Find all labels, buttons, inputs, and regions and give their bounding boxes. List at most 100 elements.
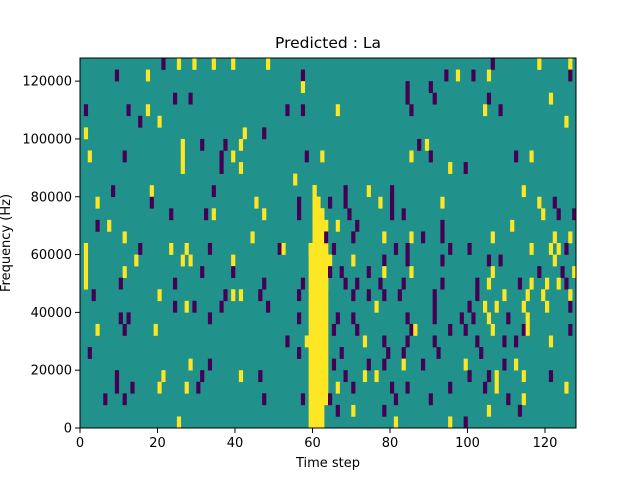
heatmap-cell xyxy=(231,58,236,70)
heatmap-cell xyxy=(304,150,309,163)
heatmap-cell xyxy=(463,323,468,336)
heatmap-cell xyxy=(134,254,139,267)
heatmap-cell xyxy=(103,393,108,406)
heatmap-cell xyxy=(188,358,193,371)
heatmap-cell xyxy=(564,243,569,255)
heatmap-cell xyxy=(184,381,189,394)
heatmap-cell xyxy=(568,323,573,336)
heatmap-cell xyxy=(428,81,433,93)
heatmap-cell xyxy=(397,289,402,302)
heatmap-cell xyxy=(207,358,213,371)
heatmap-cell xyxy=(262,127,267,140)
heatmap-cell xyxy=(382,404,387,417)
heatmap-cell xyxy=(409,104,414,117)
heatmap-cell xyxy=(328,196,333,209)
heatmap-cell xyxy=(180,162,185,174)
heatmap-cell xyxy=(405,243,410,255)
y-tick-label: 100000 xyxy=(22,132,72,147)
heatmap-cell xyxy=(161,370,166,383)
heatmap-cell xyxy=(266,300,271,313)
heatmap-cell xyxy=(432,335,437,348)
heatmap-cell xyxy=(386,347,391,359)
heatmap-cell xyxy=(382,358,387,371)
x-tick-label: 80 xyxy=(382,436,399,451)
heatmap-cell xyxy=(219,300,224,313)
heatmap-cell xyxy=(440,254,445,267)
heatmap-cell xyxy=(537,266,542,278)
heatmap-cell xyxy=(440,231,445,244)
heatmap-cell xyxy=(498,254,503,267)
heatmap-cell xyxy=(324,231,329,244)
heatmap-cell xyxy=(374,370,379,383)
heatmap-cell xyxy=(343,185,348,198)
heatmap-cell xyxy=(231,150,236,163)
heatmap-cell xyxy=(393,243,399,255)
heatmap-cell xyxy=(250,231,255,244)
heatmap-cell xyxy=(300,393,306,406)
heatmap-cell xyxy=(173,92,178,105)
heatmap-cell xyxy=(401,347,406,359)
heatmap-cell xyxy=(545,277,550,290)
heatmap-cell xyxy=(351,289,356,302)
heatmap-cell xyxy=(455,69,461,82)
heatmap-cell xyxy=(192,300,197,313)
heatmap-cell xyxy=(122,231,127,244)
heatmap-cell xyxy=(506,312,511,325)
heatmap-cell xyxy=(118,277,123,290)
x-tick-label: 60 xyxy=(304,436,321,451)
heatmap-cell xyxy=(393,416,399,429)
heatmap-cell xyxy=(572,266,577,278)
heatmap-band-cell xyxy=(312,185,317,429)
heatmap-cell xyxy=(188,92,193,105)
heatmap-cell xyxy=(184,300,189,313)
y-tick-label: 120000 xyxy=(22,75,72,90)
heatmap-cell xyxy=(91,289,96,302)
heatmap-cell xyxy=(448,243,453,255)
heatmap-cell xyxy=(207,312,213,325)
heatmap-cell xyxy=(122,323,127,336)
heatmap-cell xyxy=(483,104,488,117)
heatmap-cell xyxy=(564,277,569,290)
heatmap-cell xyxy=(176,58,182,70)
heatmap-cell xyxy=(351,404,356,417)
heatmap-cell xyxy=(153,323,158,336)
y-tick-label: 0 xyxy=(64,422,72,437)
heatmap-cell xyxy=(390,381,395,394)
heatmap-cell xyxy=(483,300,488,313)
x-axis-ticks: 0 20 40 60 80 100 120 xyxy=(76,428,557,451)
heatmap-cell xyxy=(312,208,317,221)
heatmap-cell xyxy=(238,162,244,174)
heatmap-cell xyxy=(335,404,340,417)
heatmap-cell xyxy=(448,323,453,336)
heatmap-cell xyxy=(552,231,557,244)
heatmap-cell xyxy=(548,92,554,105)
heatmap-cell xyxy=(428,393,433,406)
heatmap-cell xyxy=(339,266,344,278)
heatmap-cell xyxy=(122,393,127,406)
heatmap-cell xyxy=(405,381,410,394)
heatmap-cell xyxy=(362,370,368,383)
heatmap-cell xyxy=(211,58,216,70)
heatmap-cell xyxy=(266,58,271,70)
heatmap-cell xyxy=(459,312,464,325)
heatmap-cell xyxy=(548,335,554,348)
heatmap-cell xyxy=(366,185,371,198)
heatmap-cell xyxy=(486,404,492,417)
heatmap-cell xyxy=(463,358,468,371)
heatmap-cell xyxy=(95,196,100,209)
heatmap-cell xyxy=(122,150,127,163)
heatmap-cell xyxy=(343,370,348,383)
heatmap-cell xyxy=(556,243,561,255)
x-tick-label: 0 xyxy=(76,436,84,451)
x-axis-label: Time step xyxy=(295,456,360,471)
heatmap-cell xyxy=(428,150,433,163)
heatmap-cell xyxy=(87,347,92,359)
heatmap-cell xyxy=(502,289,507,302)
heatmap-cell xyxy=(114,370,120,383)
heatmap-cell xyxy=(180,150,185,163)
heatmap-cell xyxy=(176,416,182,429)
heatmap-cell xyxy=(432,300,437,313)
heatmap-cell xyxy=(254,196,259,209)
heatmap-cell xyxy=(83,243,89,255)
heatmap-cell xyxy=(351,312,356,325)
